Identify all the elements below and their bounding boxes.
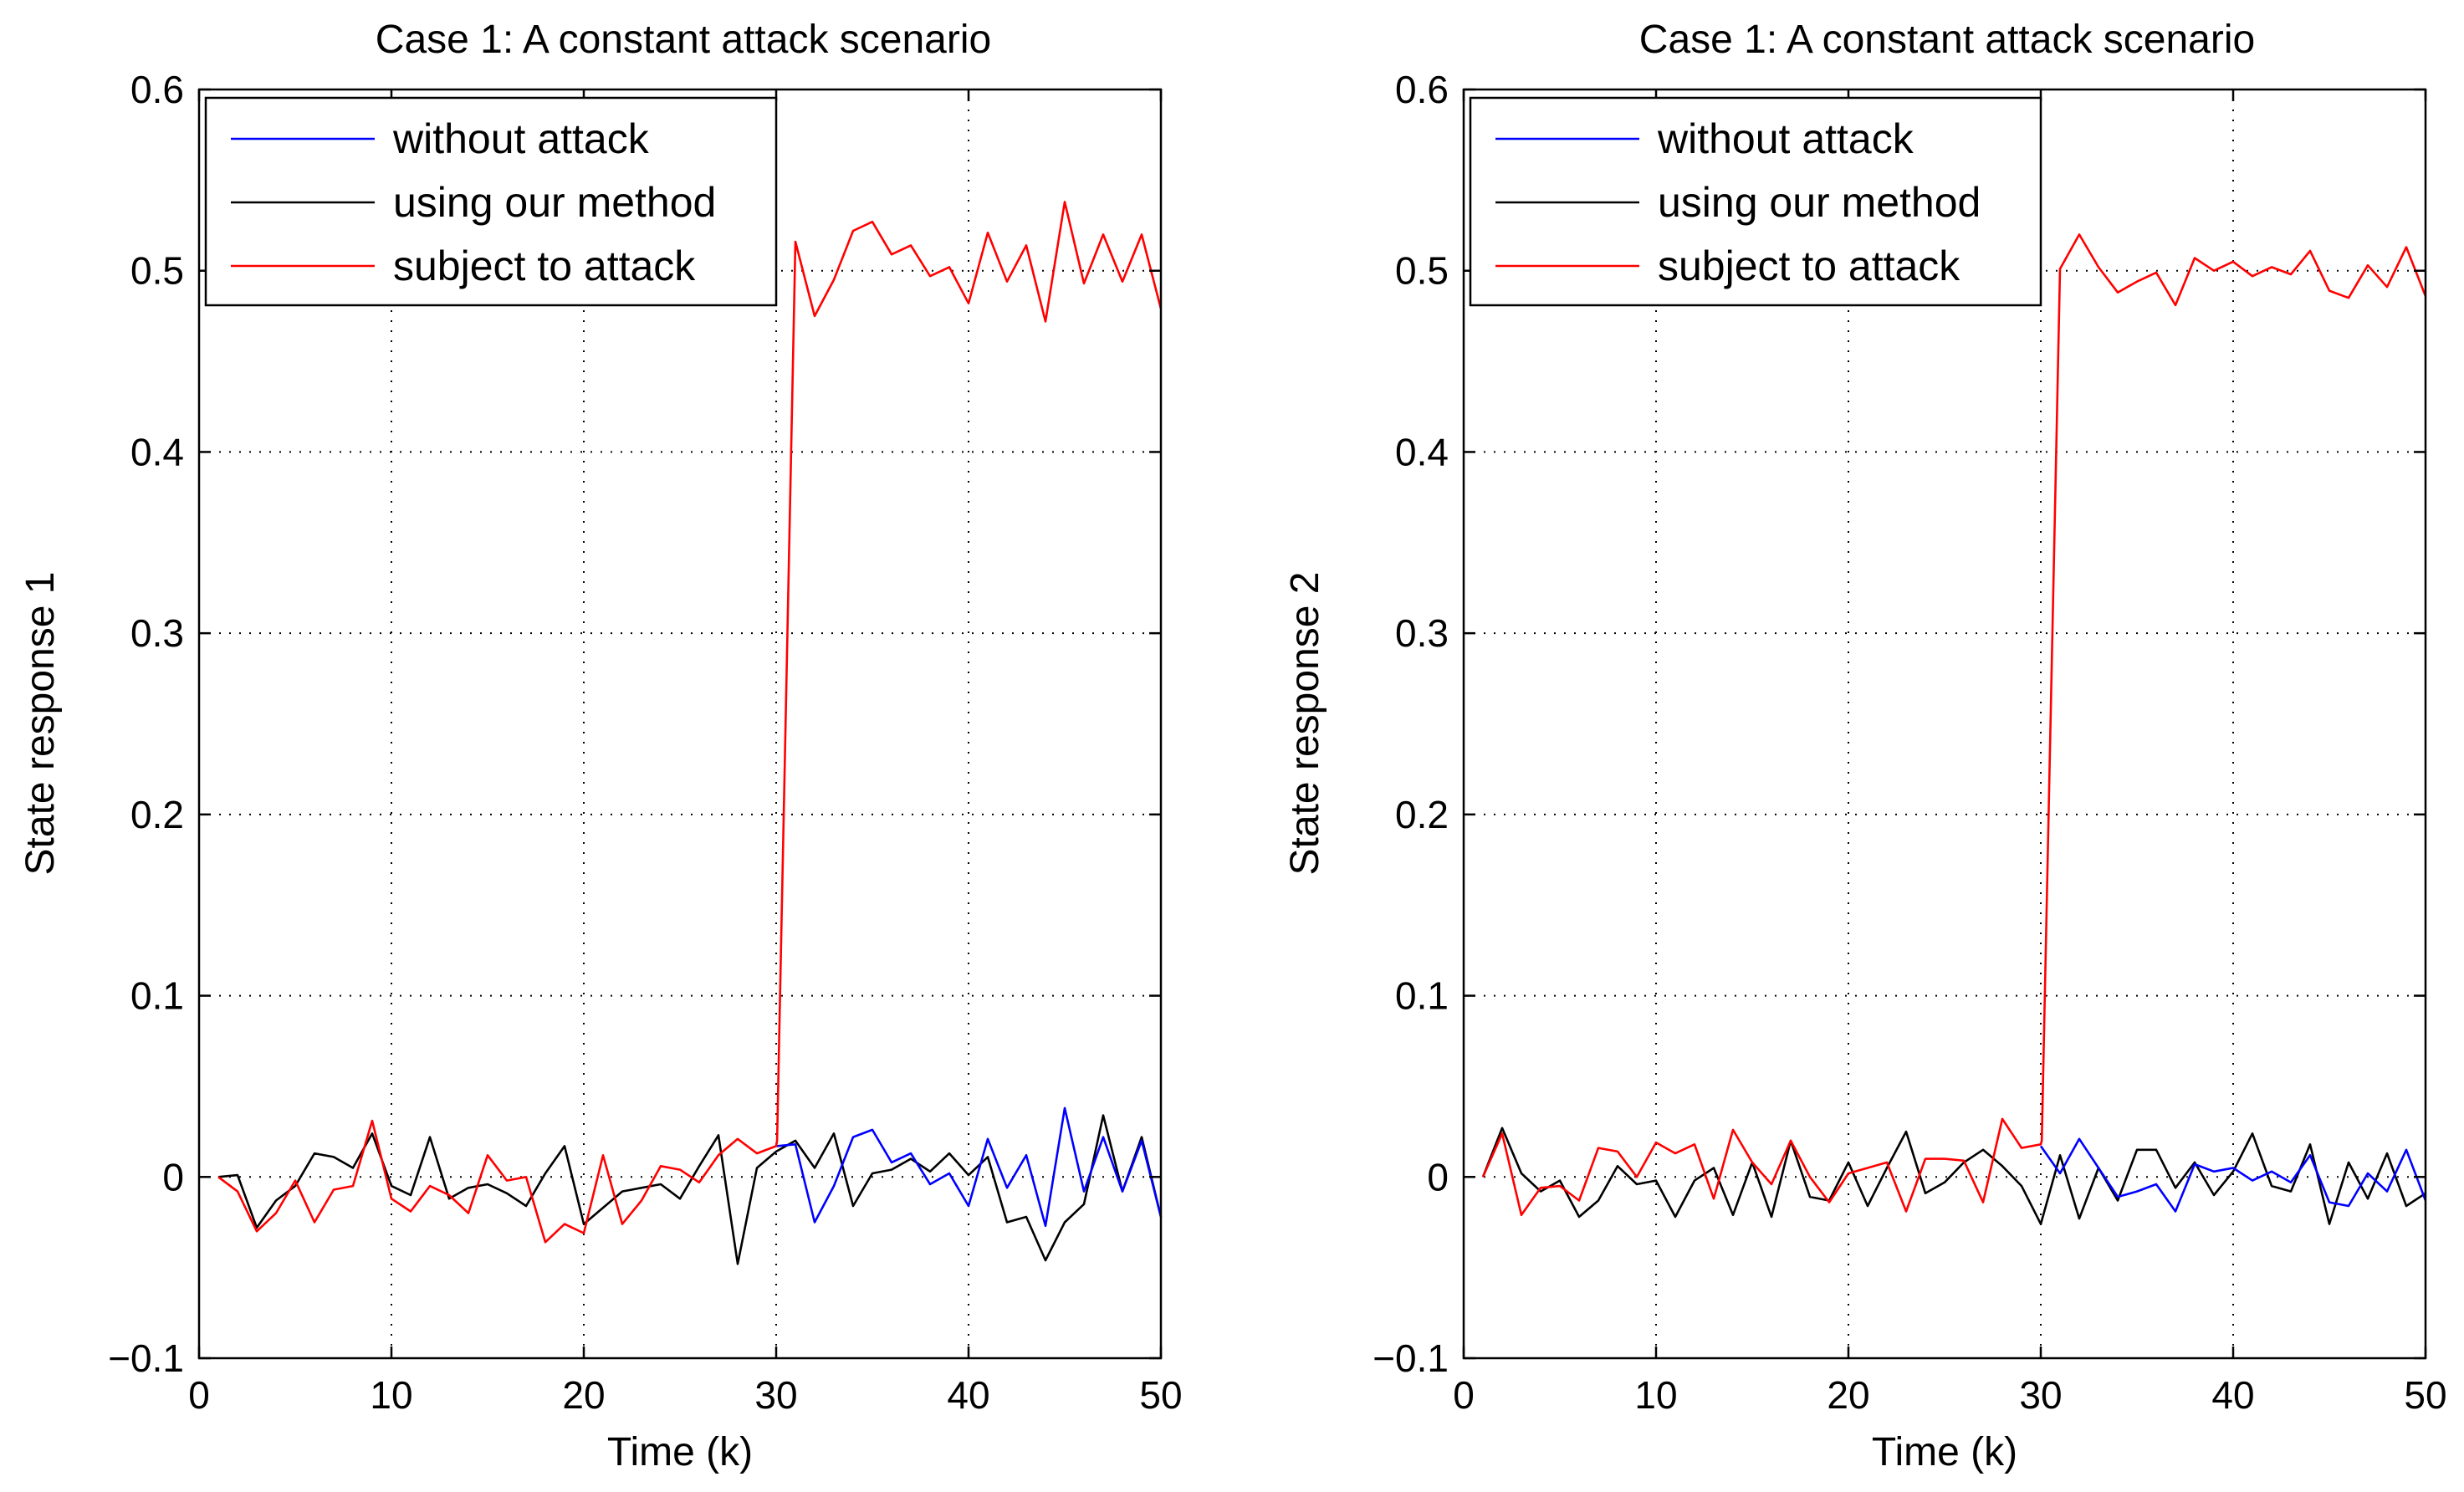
- tick-labels: 0 10 20 30 40 50−0.100.10.20.30.40.50.6: [1373, 68, 2446, 1417]
- chart-title: Case 1: A constant attack scenario: [1639, 18, 2255, 62]
- series-line-subject-to-attack: [217, 201, 1163, 1244]
- legend-label-subject-to-attack: subject to attack: [1658, 243, 1960, 289]
- x-tick-label: 50: [2404, 1373, 2446, 1417]
- y-tick-label: 0: [1427, 1155, 1449, 1198]
- x-tick-label: 40: [947, 1373, 989, 1417]
- legend-label-using-our-method: using our method: [1658, 179, 1981, 226]
- tick-labels: 0 10 20 30 40 50−0.100.10.20.30.40.50.6: [108, 68, 1182, 1417]
- x-tick-label: 40: [2211, 1373, 2254, 1417]
- y-axis-label: State response 1: [18, 572, 63, 876]
- x-tick-label: 10: [1634, 1373, 1677, 1417]
- legend-label-without-attack: without attack: [1657, 115, 1914, 162]
- series-line-using-our-method: [217, 1114, 1163, 1265]
- legend: without attack using our method subject …: [1469, 96, 2042, 307]
- series-line-using-our-method: [1481, 1127, 2426, 1225]
- legend-label-without-attack: without attack: [392, 115, 650, 162]
- y-tick-label: 0.1: [1395, 974, 1449, 1018]
- x-tick-label: 10: [370, 1373, 412, 1417]
- series-line-without-attack: [2039, 1137, 2427, 1213]
- y-tick-label: 0.1: [130, 974, 184, 1018]
- x-tick-label: 30: [754, 1373, 797, 1417]
- chart-state-response-1: Case 1: A constant attack scenario 0 10 20…: [18, 18, 1183, 1474]
- series-line-subject-to-attack: [1481, 233, 2427, 1217]
- y-tick-label: 0.2: [130, 793, 184, 836]
- x-tick-label: 50: [1139, 1373, 1182, 1417]
- y-axis-label: State response 2: [1283, 572, 1327, 876]
- y-tick-label: 0.3: [1395, 611, 1449, 655]
- series-layer: [1481, 233, 2427, 1225]
- legend-label-subject-to-attack: subject to attack: [393, 243, 696, 289]
- y-tick-label: −0.1: [108, 1336, 184, 1380]
- y-tick-label: 0.3: [130, 611, 184, 655]
- series-line-without-attack: [775, 1106, 1163, 1228]
- x-tick-label: 20: [1827, 1373, 1869, 1417]
- x-tick-label: 0: [1453, 1373, 1475, 1417]
- x-tick-label: 20: [562, 1373, 605, 1417]
- y-tick-label: 0.4: [130, 430, 184, 473]
- axes-box: [197, 88, 1163, 1360]
- axes-box: [1462, 88, 2427, 1360]
- y-tick-label: −0.1: [1373, 1336, 1449, 1380]
- y-tick-label: 0.4: [1395, 430, 1449, 473]
- y-tick-label: 0.6: [130, 68, 184, 111]
- ticks: [1462, 88, 2427, 1360]
- legend-label-using-our-method: using our method: [393, 179, 716, 226]
- series-layer: [217, 201, 1163, 1265]
- chart-state-response-2: Case 1: A constant attack scenario 0 10 20…: [1283, 18, 2447, 1474]
- y-tick-label: 0.5: [130, 249, 184, 293]
- legend: without attack using our method subject …: [204, 96, 778, 307]
- x-tick-label: 0: [188, 1373, 210, 1417]
- x-axis-label: Time (k): [607, 1430, 753, 1474]
- y-tick-label: 0.5: [1395, 249, 1449, 293]
- ticks: [197, 88, 1163, 1360]
- y-tick-label: 0: [162, 1155, 184, 1198]
- x-axis-label: Time (k): [1872, 1430, 2017, 1474]
- chart-title: Case 1: A constant attack scenario: [376, 18, 991, 62]
- y-tick-label: 0.2: [1395, 793, 1449, 836]
- x-tick-label: 30: [2019, 1373, 2062, 1417]
- y-tick-label: 0.6: [1395, 68, 1449, 111]
